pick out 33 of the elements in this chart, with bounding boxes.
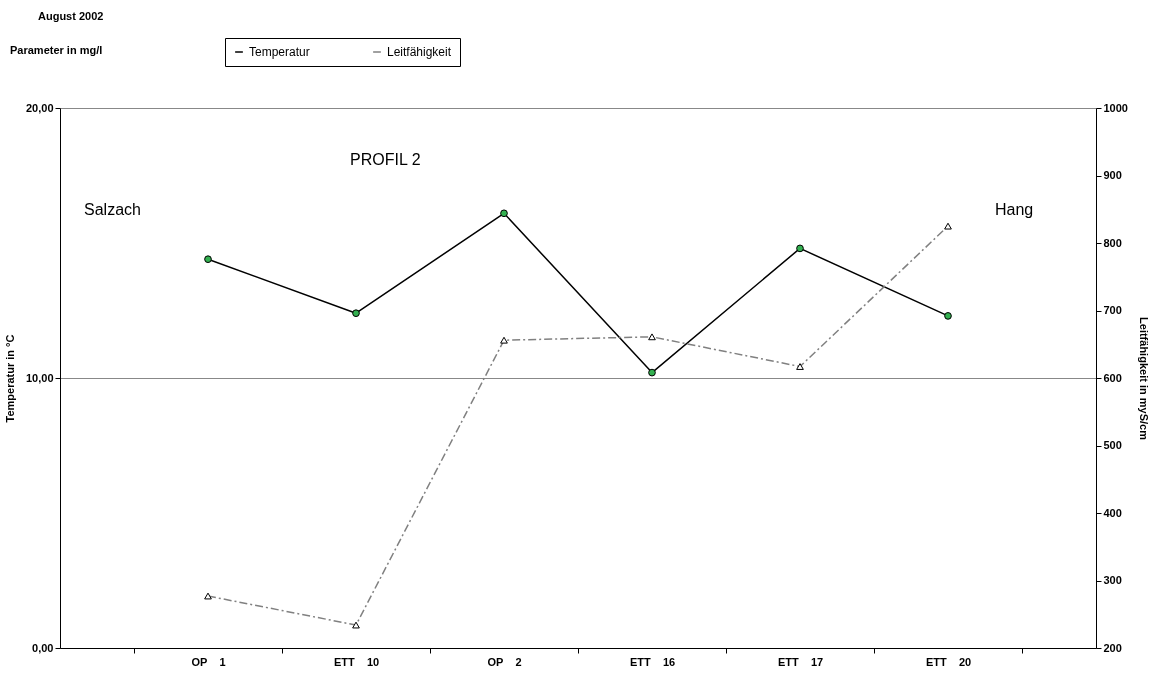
y2-tick-label: 700 — [1103, 304, 1122, 316]
y2-tick-label: 900 — [1103, 169, 1122, 181]
y2-tick-label: 300 — [1103, 574, 1122, 586]
x-tick-label: ETT__10 — [333, 655, 380, 668]
point — [648, 368, 656, 377]
annotation: Salzach — [84, 201, 141, 218]
x-tick-label: ETT__17 — [777, 655, 824, 668]
y2-axis-title: Leitfähigkeit in myS/cm — [1137, 317, 1150, 441]
x-tick-label: OP__1 — [191, 655, 226, 668]
legend-label: Temperatur — [249, 45, 310, 59]
y2-tick-label: 400 — [1103, 506, 1122, 519]
y2-tick-label: 200 — [1103, 641, 1122, 654]
x-tick-label: ETT__20 — [925, 655, 972, 668]
y2-tick-label: 800 — [1103, 236, 1122, 249]
y2-tick-label: 600 — [1103, 371, 1122, 384]
x-tick-label: OP__2 — [487, 655, 522, 668]
y2-tick-label: 500 — [1103, 439, 1122, 451]
point — [204, 255, 212, 264]
y-tick-label: 20,00 — [25, 101, 54, 114]
point — [796, 244, 804, 253]
y-tick-label: 0,00 — [32, 641, 54, 654]
text: August 2002 — [38, 10, 104, 22]
x-tick-label: ETT__16 — [629, 655, 676, 668]
text: Parameter in mg/l — [10, 44, 103, 56]
point — [352, 309, 360, 318]
y2-tick-label: 1000 — [1103, 101, 1128, 114]
annotation: Hang — [995, 201, 1034, 218]
y-tick-label: 10,00 — [25, 371, 54, 384]
y-axis-title: Temperatur in °C — [3, 334, 16, 423]
annotation: PROFIL 2 — [350, 151, 421, 168]
point — [944, 312, 952, 320]
point — [500, 209, 508, 218]
legend-label: Leitfähigkeit — [387, 45, 452, 59]
